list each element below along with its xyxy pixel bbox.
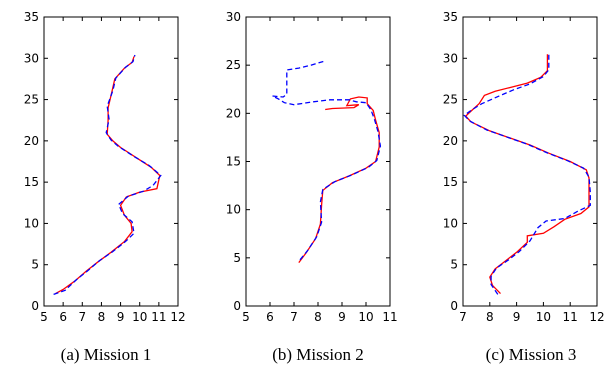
x-tick-label: 11 xyxy=(151,310,166,324)
x-tick-label: 8 xyxy=(98,310,106,324)
y-tick-label: 25 xyxy=(226,58,241,72)
y-tick-label: 0 xyxy=(31,299,39,313)
x-tick-label: 6 xyxy=(59,310,67,324)
y-tick-label: 10 xyxy=(24,216,39,230)
x-tick-label: 8 xyxy=(314,310,322,324)
x-tick-label: 7 xyxy=(290,310,298,324)
y-tick-label: 35 xyxy=(443,10,458,24)
x-tick-label: 9 xyxy=(513,310,521,324)
y-tick-label: 10 xyxy=(226,203,241,217)
subplot-3: 7 8 9 10 11 12 0 5 10 15 20 25 30 35 (c) Mission 3 xyxy=(443,10,605,364)
x-tick-label: 6 xyxy=(266,310,274,324)
axes-frame xyxy=(245,16,391,307)
y-tick-label: 20 xyxy=(24,134,39,148)
x-tick-label: 11 xyxy=(563,310,578,324)
x-tick-label: 5 xyxy=(242,310,250,324)
x-tick-label: 11 xyxy=(382,310,397,324)
y-tick-label: 15 xyxy=(24,175,39,189)
x-tick-label: 5 xyxy=(40,310,48,324)
axes-frame xyxy=(462,16,598,307)
y-tick-label: 30 xyxy=(24,51,39,65)
subplot-caption: (a) Mission 1 xyxy=(61,345,152,364)
y-tick-label: 20 xyxy=(443,134,458,148)
x-tick-label: 7 xyxy=(78,310,86,324)
solid-series-line xyxy=(464,54,590,295)
y-tick-label: 20 xyxy=(226,106,241,120)
y-tick-label: 0 xyxy=(233,299,241,313)
x-tick-label: 12 xyxy=(170,310,185,324)
solid-series-line xyxy=(298,96,380,263)
x-tick-label: 9 xyxy=(117,310,125,324)
x-tick-label: 7 xyxy=(459,310,467,324)
y-tick-label: 25 xyxy=(443,93,458,107)
y-tick-label: 5 xyxy=(450,258,458,272)
x-tick-label: 8 xyxy=(486,310,494,324)
y-tick-label: 0 xyxy=(450,299,458,313)
y-tick-label: 35 xyxy=(24,10,39,24)
dashed-series-line xyxy=(463,54,591,295)
y-tick-label: 15 xyxy=(443,175,458,189)
y-tick-label: 25 xyxy=(24,93,39,107)
dashed-series-line xyxy=(272,60,382,261)
x-tick-label: 9 xyxy=(338,310,346,324)
x-tick-label: 12 xyxy=(589,310,604,324)
y-tick-label: 15 xyxy=(226,155,241,169)
x-tick-label: 10 xyxy=(132,310,147,324)
subplot-caption: (c) Mission 3 xyxy=(486,345,577,364)
dashed-series-line xyxy=(53,54,162,296)
x-tick-label: 10 xyxy=(358,310,373,324)
y-tick-label: 30 xyxy=(226,10,241,24)
solid-series-line xyxy=(55,56,161,295)
y-tick-label: 5 xyxy=(233,251,241,265)
y-tick-label: 30 xyxy=(443,51,458,65)
x-tick-label: 10 xyxy=(536,310,551,324)
subplot-caption: (b) Mission 2 xyxy=(272,345,364,364)
y-tick-label: 10 xyxy=(443,216,458,230)
axes-frame xyxy=(43,16,179,307)
y-tick-label: 5 xyxy=(31,258,39,272)
